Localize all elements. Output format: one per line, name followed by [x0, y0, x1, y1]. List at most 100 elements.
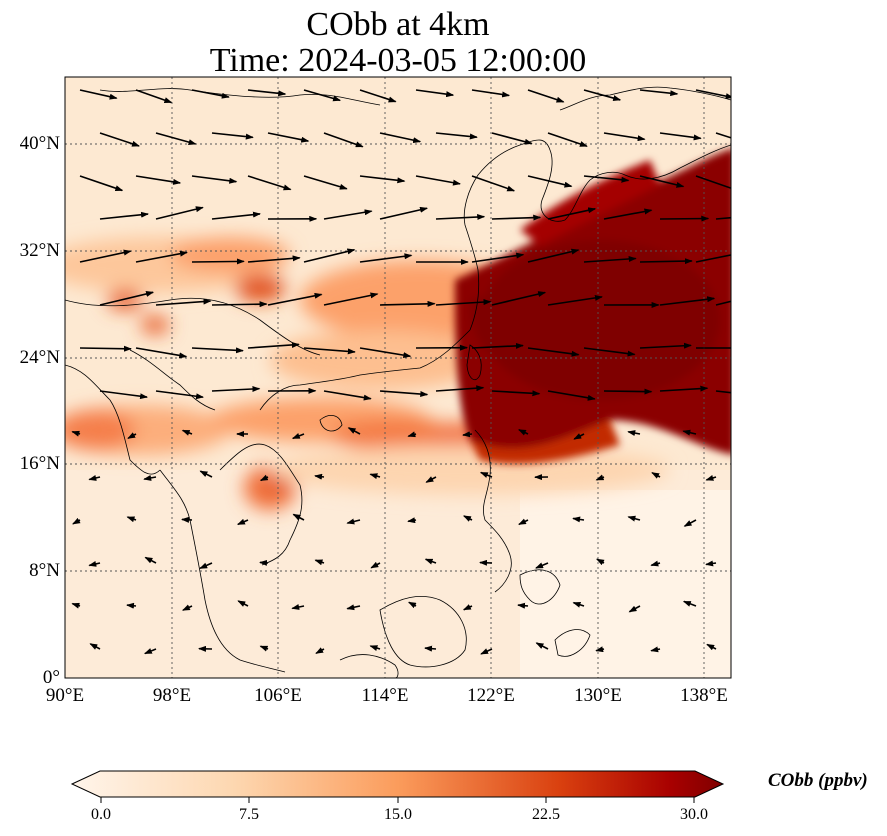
colorbar-tick-label: 30.0: [680, 806, 708, 823]
lat-tick-label: 24°N: [19, 347, 60, 368]
lon-tick-label: 106°E: [254, 685, 302, 706]
colorbar-tick-label: 0.0: [91, 806, 111, 823]
wind-arrow: [247, 175, 292, 191]
wind-arrow: [99, 211, 149, 220]
wind-arrow: [303, 248, 356, 263]
colorbar-label: CObb (ppbv): [768, 770, 868, 791]
wind-arrow: [182, 604, 193, 611]
wind-arrow: [135, 250, 188, 263]
wind-arrow: [479, 471, 493, 478]
wind-arrow: [462, 431, 473, 438]
wind-arrow: [471, 252, 525, 263]
lat-tick-label: 40°N: [19, 133, 60, 154]
wind-arrow: [237, 600, 249, 607]
wind-arrow: [572, 516, 585, 523]
colorbar-bar: [70, 770, 725, 798]
wind-arrow: [407, 517, 417, 524]
wind-arrow: [583, 89, 622, 101]
wind-arrow: [535, 562, 549, 569]
lon-tick-label: 138°E: [680, 685, 728, 706]
wind-arrow: [259, 474, 269, 482]
wind-arrow: [379, 300, 436, 307]
wind-arrow: [583, 347, 636, 357]
wind-arrow: [583, 255, 637, 263]
wind-arrow: [259, 559, 269, 566]
wind-arrow: [369, 645, 381, 651]
wind-arrow: [323, 292, 379, 306]
wind-arrow: [379, 390, 429, 398]
colorbar-tick-label: 22.5: [532, 806, 560, 823]
wind-arrow: [415, 175, 461, 186]
wind-arrow: [639, 175, 685, 188]
gridlines: [65, 77, 731, 678]
wind-arrow: [199, 562, 213, 570]
wind-arrow: [435, 299, 492, 306]
wind-arrow: [126, 516, 137, 523]
lon-tick-label: 98°E: [152, 685, 192, 706]
wind-arrow: [143, 474, 157, 481]
map-frame: [64, 76, 732, 679]
wind-arrow: [471, 175, 516, 192]
wind-arrow: [211, 386, 261, 393]
lon-tick-label: 90°E: [45, 685, 85, 706]
wind-arrow: [715, 300, 731, 306]
wind-arrow: [359, 347, 412, 359]
wind-arrow: [603, 132, 646, 142]
wind-arrow: [191, 89, 230, 99]
wind-arrow: [462, 604, 473, 611]
wind-arrow: [359, 175, 406, 184]
wind-arrow: [547, 132, 588, 147]
lat-tick-label: 16°N: [19, 453, 60, 474]
wind-arrow: [715, 216, 731, 220]
wind-arrow: [347, 427, 361, 435]
wind-arrow: [79, 175, 124, 192]
wind-arrow: [323, 209, 373, 220]
wind-arrow: [379, 206, 429, 220]
wind-arrow: [706, 643, 717, 651]
colorbar-tick-label: 7.5: [239, 806, 259, 823]
wind-arrow: [682, 429, 697, 436]
wind-arrow: [583, 175, 630, 183]
wind-arrow: [659, 296, 716, 306]
wind-arrow: [491, 214, 542, 221]
wind-arrow: [247, 89, 287, 97]
wind-arrow: [211, 301, 268, 308]
wind-arrow: [603, 208, 653, 220]
colorbar: [70, 770, 725, 803]
wind-arrow: [303, 175, 348, 190]
wind-arrow: [359, 253, 413, 263]
wind-arrow: [369, 473, 381, 480]
wind-arrow: [359, 89, 397, 103]
wind-arrow: [379, 132, 422, 144]
wind-arrow: [715, 132, 731, 139]
wind-arrow: [191, 347, 244, 354]
wind-arrow: [627, 430, 641, 437]
wind-arrow: [424, 645, 437, 652]
wind-arrow: [323, 390, 372, 401]
wind-arrow: [518, 429, 529, 436]
wind-arrow: [695, 175, 731, 192]
wind-arrow: [639, 342, 692, 349]
wind-arrow: [407, 431, 417, 438]
wind-arrow: [628, 605, 641, 613]
wind-arrow: [259, 645, 269, 652]
wind-arrow: [126, 602, 137, 609]
wind-arrow: [155, 132, 197, 146]
wind-arrow: [705, 475, 717, 481]
wind-arrow: [181, 516, 193, 523]
wind-arrow: [683, 519, 697, 527]
wind-arrow: [572, 601, 585, 608]
wind-arrow: [79, 249, 132, 263]
wind-arrow: [651, 471, 661, 479]
wind-arrow: [596, 558, 605, 566]
wind-arrow: [695, 254, 731, 263]
chart-title: CObb at 4km: [306, 6, 490, 43]
wind-arrow: [236, 518, 249, 526]
wind-arrow: [527, 248, 580, 263]
wind-arrow: [291, 433, 305, 440]
wind-arrow: [535, 642, 549, 650]
wind-arrow: [435, 132, 478, 140]
wind-arrow: [547, 294, 603, 306]
lat-tick-label: 32°N: [19, 240, 60, 261]
